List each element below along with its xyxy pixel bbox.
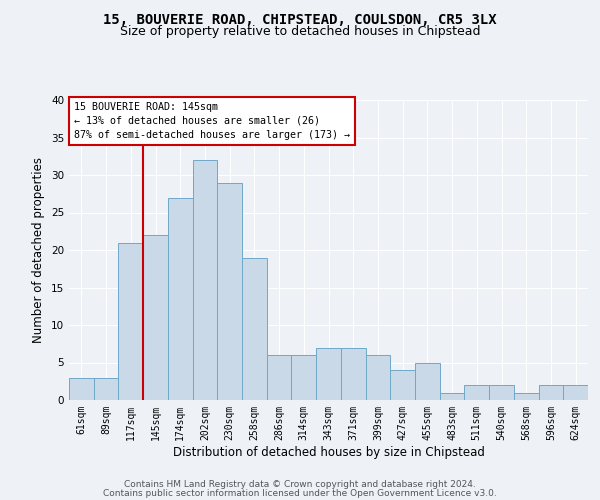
Bar bbox=[464, 385, 489, 400]
Bar bbox=[539, 385, 563, 400]
Bar bbox=[514, 392, 539, 400]
Text: Contains HM Land Registry data © Crown copyright and database right 2024.: Contains HM Land Registry data © Crown c… bbox=[124, 480, 476, 489]
Bar bbox=[489, 385, 514, 400]
Bar bbox=[69, 378, 94, 400]
Bar bbox=[440, 392, 464, 400]
Bar bbox=[242, 258, 267, 400]
Text: 15, BOUVERIE ROAD, CHIPSTEAD, COULSDON, CR5 3LX: 15, BOUVERIE ROAD, CHIPSTEAD, COULSDON, … bbox=[103, 12, 497, 26]
Text: Contains public sector information licensed under the Open Government Licence v3: Contains public sector information licen… bbox=[103, 489, 497, 498]
Bar bbox=[390, 370, 415, 400]
Bar bbox=[415, 362, 440, 400]
X-axis label: Distribution of detached houses by size in Chipstead: Distribution of detached houses by size … bbox=[173, 446, 484, 458]
Text: 15 BOUVERIE ROAD: 145sqm
← 13% of detached houses are smaller (26)
87% of semi-d: 15 BOUVERIE ROAD: 145sqm ← 13% of detach… bbox=[74, 102, 350, 140]
Bar bbox=[563, 385, 588, 400]
Bar bbox=[168, 198, 193, 400]
Bar bbox=[217, 182, 242, 400]
Bar bbox=[143, 235, 168, 400]
Bar bbox=[292, 355, 316, 400]
Bar bbox=[94, 378, 118, 400]
Text: Size of property relative to detached houses in Chipstead: Size of property relative to detached ho… bbox=[120, 25, 480, 38]
Bar bbox=[267, 355, 292, 400]
Bar bbox=[365, 355, 390, 400]
Bar bbox=[316, 348, 341, 400]
Bar bbox=[118, 242, 143, 400]
Bar bbox=[193, 160, 217, 400]
Bar bbox=[341, 348, 365, 400]
Y-axis label: Number of detached properties: Number of detached properties bbox=[32, 157, 46, 343]
